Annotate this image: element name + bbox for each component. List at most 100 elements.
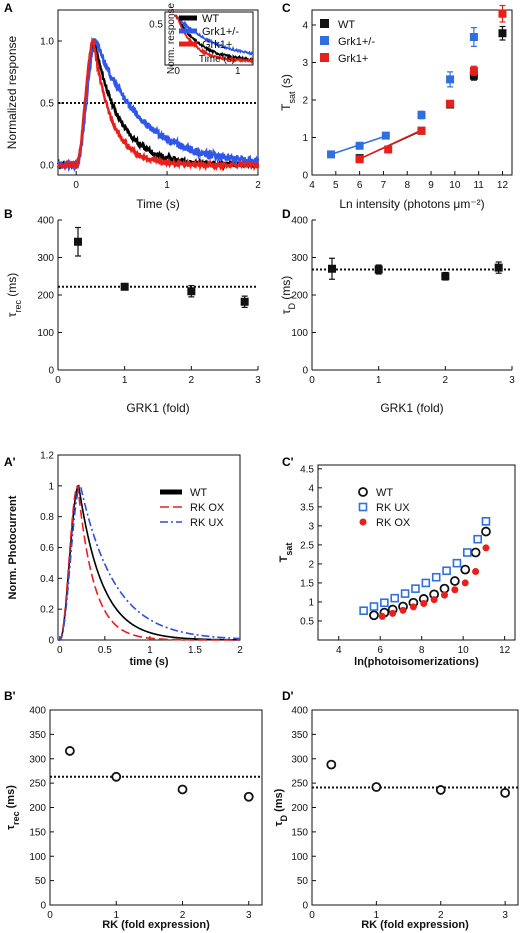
panel-d: 0 1 2 3 0 100 200 300 400 GRK1 (fold) τD (ms) D <box>279 207 515 415</box>
y-tick-label: 1 <box>48 481 54 492</box>
x-tick-label: 3 <box>509 375 515 386</box>
data-point <box>442 566 451 576</box>
y-tick-label: 0 <box>302 366 308 377</box>
data-point <box>411 584 420 593</box>
y-tick-label: 3 <box>302 58 308 69</box>
y-axis-label: τD (ms) <box>279 276 297 315</box>
data-point <box>243 791 254 802</box>
y-tick-label: 400 <box>29 706 46 717</box>
data-point <box>446 75 455 84</box>
x-tick-label: 1.5 <box>188 645 202 656</box>
panel-b: 0 1 2 3 0 100 200 300 400 GRK1 (fold) τrec (ms) B <box>4 207 261 415</box>
y-tick-label: 4.5 <box>300 464 314 475</box>
data-point <box>355 141 364 150</box>
x-tick-label: 1 <box>113 910 119 921</box>
x-tick-label: 2 <box>255 180 261 191</box>
y-axis-label: Tsat (s) <box>279 74 297 111</box>
legend-label: WT <box>338 19 355 31</box>
inset-y-tick-label: 0.5 <box>149 20 163 31</box>
x-axis-label: GRK1 (fold) <box>380 401 443 415</box>
y-tick-label: 0 <box>302 171 308 182</box>
y-tick-label: 300 <box>291 253 308 264</box>
x-tick-label: 1 <box>122 375 128 386</box>
x-tick-label: 0 <box>57 645 63 656</box>
panel-c2: 4 6 8 10 12 0.5 1 1.5 2 2.5 3 3.5 4 4.5 ln(photoisomer… <box>278 455 516 668</box>
y-tick-label: 350 <box>29 730 46 741</box>
panel-label: B' <box>4 689 16 703</box>
x-tick-label: 10 <box>458 645 470 656</box>
y-tick-label: 400 <box>291 216 308 227</box>
x-tick-label: 11 <box>473 180 484 191</box>
y-tick-label: 0 <box>48 366 54 377</box>
series-line <box>56 38 260 172</box>
x-tick-label: 2 <box>438 910 444 921</box>
inset-series-line <box>174 14 254 56</box>
data-point <box>359 518 367 526</box>
x-tick-label: 0 <box>309 910 315 921</box>
y-tick-label: 0.8 <box>40 512 54 523</box>
inset-x-label: Time (s) <box>199 54 235 65</box>
data-point <box>430 596 438 604</box>
data-point <box>355 155 364 164</box>
data-point <box>240 297 249 306</box>
legend-label: WT <box>202 13 219 25</box>
series-line <box>58 484 240 641</box>
data-point <box>64 746 75 756</box>
y-tick-label: 300 <box>37 253 54 264</box>
y-tick-label: 50 <box>35 876 47 887</box>
data-point <box>498 9 507 18</box>
data-point <box>369 602 379 611</box>
data-point <box>481 517 491 526</box>
data-point <box>384 145 393 154</box>
data-point <box>378 612 386 620</box>
y-axis-label: Tsat <box>278 543 294 563</box>
x-axis-label: RK (fold expression) <box>102 919 210 931</box>
y-axis-label: τD (ms) <box>273 788 289 826</box>
y-tick-label: 1.0 <box>40 37 54 48</box>
data-point <box>469 66 478 75</box>
y-tick-label: 0 <box>40 901 46 912</box>
y-tick-label: 1.5 <box>300 578 314 589</box>
data-point <box>461 579 469 587</box>
y-tick-label: 3 <box>308 521 314 532</box>
x-axis-label: Time (s) <box>136 197 180 211</box>
x-tick-label: 3 <box>502 910 508 921</box>
x-tick-label: 4 <box>336 645 342 656</box>
data-point <box>177 784 188 795</box>
x-tick-label: 6 <box>377 645 383 656</box>
y-tick-label: 400 <box>37 216 54 227</box>
data-point <box>74 237 82 246</box>
plot-frame <box>311 709 519 906</box>
data-point <box>327 150 336 159</box>
series-line <box>56 37 260 173</box>
x-axis-label: RK (fold expression) <box>361 919 469 931</box>
x-tick-label: 0 <box>47 910 53 921</box>
y-tick-label: 200 <box>29 803 46 814</box>
x-tick-label: 3 <box>246 910 252 921</box>
y-tick-label: 300 <box>291 754 308 765</box>
data-point <box>481 526 491 537</box>
y-tick-label: 2.5 <box>300 540 314 551</box>
y-tick-label: 1 <box>302 133 308 144</box>
x-axis-label: time (s) <box>129 656 168 668</box>
y-axis-label: Norm. Photocurrent <box>7 495 19 599</box>
y-tick-label: 0 <box>48 636 54 647</box>
y-tick-label: 150 <box>29 827 46 838</box>
data-point <box>371 782 382 792</box>
y-tick-label: 0.5 <box>300 616 314 627</box>
x-tick-label: 0 <box>309 375 315 386</box>
y-tick-label: 300 <box>29 754 46 765</box>
data-point <box>374 265 383 274</box>
y-tick-label: 100 <box>29 852 46 863</box>
data-point <box>380 598 389 608</box>
panel-label: A <box>4 1 13 15</box>
inset-series-line <box>174 14 254 65</box>
data-point <box>111 771 122 782</box>
data-point <box>498 29 507 38</box>
y-tick-label: 150 <box>291 827 308 838</box>
x-tick-label: 2 <box>189 375 195 386</box>
data-point <box>431 572 441 582</box>
x-tick-label: 8 <box>404 180 410 191</box>
data-point <box>500 787 511 798</box>
